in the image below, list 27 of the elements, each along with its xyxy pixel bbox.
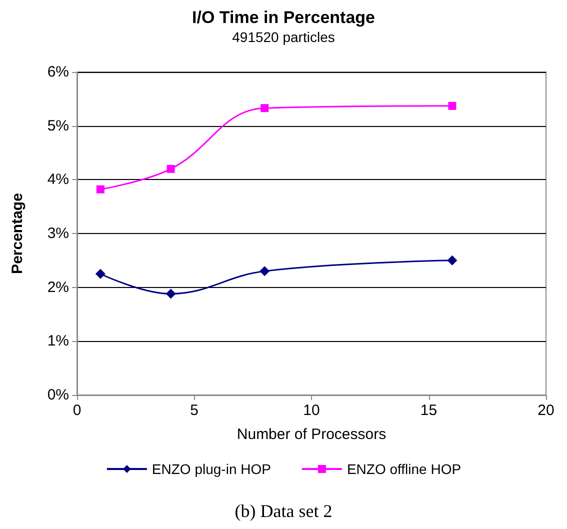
chart-title: I/O Time in Percentage — [192, 8, 375, 27]
y-tick-label: 3% — [47, 225, 69, 242]
y-tick-label: 5% — [47, 117, 69, 134]
point — [260, 266, 270, 276]
x-tick-label: 10 — [303, 402, 320, 419]
point — [447, 255, 458, 266]
y-tick-label: 0% — [47, 386, 69, 404]
x-tick-label: 20 — [538, 402, 554, 419]
legend-label: ENZO offline HOP — [346, 461, 462, 477]
point — [95, 268, 106, 279]
point — [166, 288, 176, 299]
x-tick-label: 5 — [190, 402, 198, 419]
y-tick-label: 2% — [47, 278, 69, 296]
x-axis-title: Number of Processors — [236, 426, 386, 443]
text: (b) Data set 2 — [234, 501, 332, 521]
point — [448, 102, 456, 110]
y-tick-label: 1% — [47, 332, 69, 350]
point — [166, 164, 175, 173]
x-tick-label: 0 — [72, 402, 82, 419]
point — [96, 185, 104, 194]
legend-label: ENZO plug-in HOP — [152, 461, 271, 477]
y-tick-label: 6% — [47, 64, 69, 80]
y-axis-title: Percentage — [9, 193, 26, 274]
y-tick-label: 4% — [47, 171, 69, 188]
point — [260, 104, 269, 112]
chart-subtitle: 491520 particles — [232, 29, 335, 45]
x-tick-label: 15 — [420, 402, 438, 419]
